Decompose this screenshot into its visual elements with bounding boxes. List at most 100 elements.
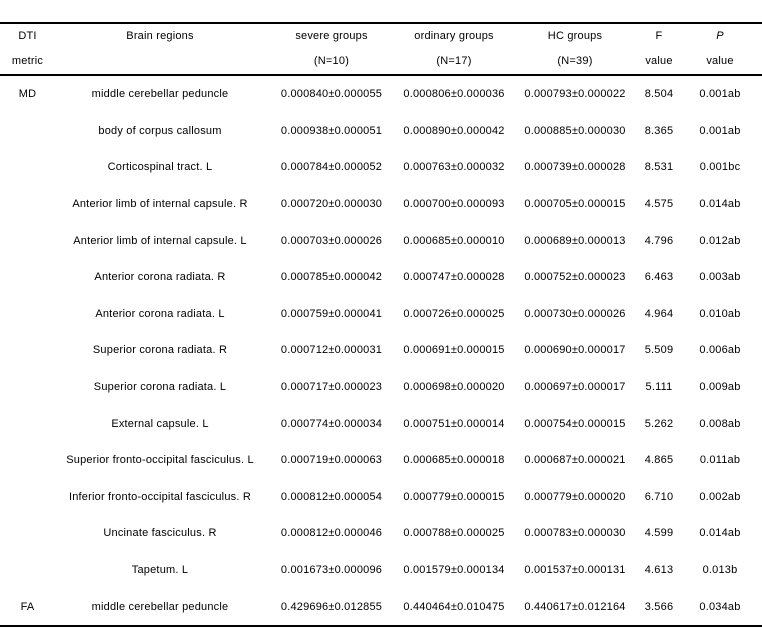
cell-f: 5.262 xyxy=(644,417,674,430)
cell-severe: 0.000720±0.000030 xyxy=(280,198,383,211)
cell-f: 4.964 xyxy=(644,307,674,320)
cell-severe: 0.000712±0.000031 xyxy=(280,344,383,357)
cell-severe: 0.000812±0.000046 xyxy=(280,527,383,540)
cell-ordinary: 0.000779±0.000015 xyxy=(403,490,505,503)
cell-p: 0.008ab xyxy=(699,417,741,430)
cell-region: Superior corona radiata. R xyxy=(92,344,228,357)
cell-severe: 0.000719±0.000063 xyxy=(280,454,383,467)
header-f-value-line2: value xyxy=(645,55,673,67)
header-dti-metric-line1: DTI xyxy=(18,30,37,42)
header-severe-groups-line1: severe groups xyxy=(295,30,368,42)
cell-hc: 0.000705±0.000015 xyxy=(524,198,626,211)
cell-severe: 0.000938±0.000051 xyxy=(280,124,383,137)
cell-p: 0.010ab xyxy=(699,307,741,320)
table-row: body of corpus callosum 0.000938±0.000051… xyxy=(0,113,762,150)
cell-region: Superior corona radiata. L xyxy=(93,381,227,394)
cell-region: Tapetum. L xyxy=(131,564,189,577)
cell-ordinary: 0.000788±0.000025 xyxy=(403,527,505,540)
cell-region: External capsule. L xyxy=(111,417,209,430)
cell-p: 0.001ab xyxy=(699,88,741,101)
cell-hc: 0.001537±0.000131 xyxy=(524,564,626,577)
cell-ordinary: 0.440464±0.010475 xyxy=(403,600,505,613)
cell-f: 8.504 xyxy=(644,88,674,101)
table-row: Anterior corona radiata. L 0.000759±0.000… xyxy=(0,296,762,333)
header-brain-regions: Brain regions xyxy=(55,23,265,75)
table-header: DTI metric Brain regions severe groups (… xyxy=(0,23,762,75)
cell-metric xyxy=(0,259,55,296)
cell-hc: 0.000779±0.000020 xyxy=(524,490,626,503)
header-dti-metric-line2: metric xyxy=(11,55,44,67)
table-row: Uncinate fasciculus. R 0.000812±0.000046 0… xyxy=(0,515,762,552)
cell-p: 0.012ab xyxy=(699,234,741,247)
cell-region: Corticospinal tract. L xyxy=(107,161,213,174)
cell-ordinary: 0.000685±0.000010 xyxy=(403,234,505,247)
cell-metric xyxy=(0,332,55,369)
cell-severe: 0.000840±0.000055 xyxy=(280,88,383,101)
cell-severe: 0.000703±0.000026 xyxy=(280,234,383,247)
cell-p: 0.009ab xyxy=(699,381,741,394)
cell-ordinary: 0.000698±0.000020 xyxy=(403,381,505,394)
header-hc-groups-line2: (N=39) xyxy=(557,55,593,67)
cell-f: 4.796 xyxy=(644,234,674,247)
cell-metric xyxy=(0,442,55,479)
cell-metric: FA xyxy=(20,600,35,613)
table-row: MD middle cerebellar peduncle 0.000840±0.0… xyxy=(0,75,762,113)
cell-f: 8.531 xyxy=(644,161,674,174)
header-severe-groups: severe groups (N=10) xyxy=(265,23,398,75)
cell-f: 4.575 xyxy=(644,198,674,211)
cell-region: Anterior limb of internal capsule. L xyxy=(73,234,247,247)
header-ordinary-groups: ordinary groups (N=17) xyxy=(398,23,510,75)
cell-ordinary: 0.000691±0.000015 xyxy=(403,344,505,357)
cell-hc: 0.000687±0.000021 xyxy=(524,454,626,467)
cell-p: 0.003ab xyxy=(699,271,741,284)
cell-region: Inferior fronto-occipital fasciculus. R xyxy=(68,490,252,503)
cell-region: Superior fronto-occipital fasciculus. L xyxy=(66,454,254,467)
header-ordinary-groups-line1: ordinary groups xyxy=(414,30,494,42)
cell-hc: 0.000793±0.000022 xyxy=(524,88,626,101)
cell-f: 4.599 xyxy=(644,527,674,540)
cell-f: 4.865 xyxy=(644,454,674,467)
cell-p: 0.014ab xyxy=(699,198,741,211)
cell-ordinary: 0.000890±0.000042 xyxy=(403,124,505,137)
header-ordinary-groups-line2: (N=17) xyxy=(436,55,472,67)
cell-metric xyxy=(0,479,55,516)
cell-region: Anterior corona radiata. L xyxy=(95,307,225,320)
table-row: Tapetum. L 0.001673±0.000096 0.001579±0.00… xyxy=(0,552,762,589)
table-row: Corticospinal tract. L 0.000784±0.000052 0… xyxy=(0,149,762,186)
cell-region: Anterior corona radiata. R xyxy=(94,271,226,284)
cell-metric xyxy=(0,296,55,333)
cell-metric xyxy=(0,186,55,223)
cell-hc: 0.000689±0.000013 xyxy=(524,234,626,247)
cell-region: Anterior limb of internal capsule. R xyxy=(72,198,248,211)
cell-ordinary: 0.000747±0.000028 xyxy=(403,271,505,284)
table-row: Superior corona radiata. L 0.000717±0.000… xyxy=(0,369,762,406)
cell-hc: 0.000697±0.000017 xyxy=(524,381,626,394)
cell-f: 4.613 xyxy=(644,564,674,577)
cell-f: 3.566 xyxy=(644,600,674,613)
cell-f: 5.111 xyxy=(645,381,673,394)
cell-f: 5.509 xyxy=(644,344,674,357)
cell-ordinary: 0.001579±0.000134 xyxy=(403,564,505,577)
header-dti-metric: DTI metric xyxy=(0,23,55,75)
header-hc-groups-line1: HC groups xyxy=(547,30,603,42)
cell-severe: 0.000759±0.000041 xyxy=(280,307,383,320)
cell-severe: 0.000812±0.000054 xyxy=(280,490,383,503)
cell-p: 0.006ab xyxy=(699,344,741,357)
header-f-value: F value xyxy=(640,23,678,75)
table-row: Superior fronto-occipital fasciculus. L 0… xyxy=(0,442,762,479)
cell-ordinary: 0.000685±0.000018 xyxy=(403,454,505,467)
cell-region: Uncinate fasciculus. R xyxy=(103,527,217,540)
cell-p: 0.013b xyxy=(702,564,738,577)
table-row: External capsule. L 0.000774±0.000034 0.00… xyxy=(0,405,762,442)
cell-severe: 0.000785±0.000042 xyxy=(280,271,383,284)
cell-f: 6.463 xyxy=(644,271,674,284)
cell-region: body of corpus callosum xyxy=(98,124,222,137)
header-p-value-line1: P xyxy=(716,30,724,42)
cell-region: middle cerebellar peduncle xyxy=(91,88,229,101)
cell-severe: 0.000717±0.000023 xyxy=(280,381,383,394)
header-brain-regions-label: Brain regions xyxy=(126,30,194,42)
cell-p: 0.001bc xyxy=(699,161,741,174)
cell-ordinary: 0.000763±0.000032 xyxy=(403,161,505,174)
cell-p: 0.011ab xyxy=(699,454,741,467)
